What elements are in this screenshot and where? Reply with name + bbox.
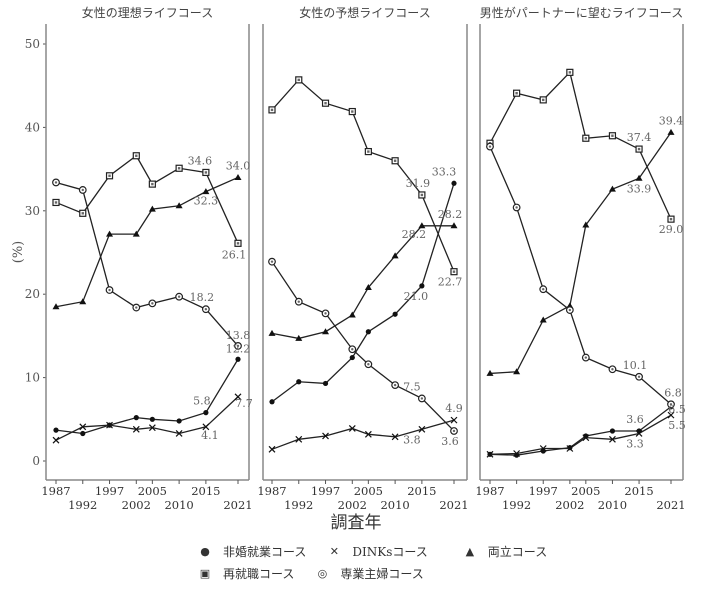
svg-text:29.0: 29.0 (659, 223, 684, 236)
svg-text:37.4: 37.4 (627, 131, 652, 144)
svg-text:2015: 2015 (191, 484, 220, 498)
svg-text:1992: 1992 (284, 498, 313, 512)
svg-text:2002: 2002 (122, 498, 151, 512)
svg-text:1987: 1987 (257, 484, 286, 498)
panel-2: 女性の予想ライフコース19871992199720022005201020152… (257, 5, 468, 512)
legend-item-dot: ● 非婚就業コース (195, 543, 306, 560)
legend-label: 非婚就業コース (223, 544, 307, 559)
svg-text:2005: 2005 (138, 484, 167, 498)
svg-text:1987: 1987 (475, 484, 504, 498)
svg-text:3.3: 3.3 (626, 437, 644, 450)
legend-item-triangle: ▲ 両立コース (460, 543, 548, 560)
dot-marker-icon: ● (200, 544, 210, 558)
svg-text:18.2: 18.2 (190, 291, 215, 304)
svg-text:3.6: 3.6 (441, 435, 459, 448)
svg-text:7.7: 7.7 (235, 397, 253, 410)
svg-text:10.1: 10.1 (623, 359, 648, 372)
x-marker-icon: ✕ (329, 544, 340, 558)
svg-text:34.6: 34.6 (188, 154, 213, 167)
svg-text:12.2: 12.2 (226, 342, 251, 355)
panel-3: 男性がパートナーに望むライフコース19871992199720022005201… (475, 5, 685, 512)
legend-label: 両立コース (487, 544, 548, 559)
svg-text:26.1: 26.1 (222, 248, 247, 261)
svg-text:2021: 2021 (223, 498, 252, 512)
svg-text:5.8: 5.8 (193, 395, 211, 408)
svg-text:4.1: 4.1 (201, 429, 219, 442)
legend-item-square: ▣ 再就職コース (195, 565, 295, 582)
svg-text:2021: 2021 (439, 498, 468, 512)
svg-text:28.2: 28.2 (438, 208, 463, 221)
svg-text:女性の理想ライフコース: 女性の理想ライフコース (82, 5, 213, 20)
svg-text:13.8: 13.8 (226, 329, 251, 342)
svg-text:6.5: 6.5 (668, 403, 686, 416)
svg-text:2005: 2005 (354, 484, 383, 498)
svg-text:2005: 2005 (571, 484, 600, 498)
svg-text:2010: 2010 (380, 498, 409, 512)
svg-text:10: 10 (25, 371, 40, 385)
svg-text:3.6: 3.6 (626, 413, 644, 426)
svg-text:(%): (%) (11, 241, 26, 264)
svg-text:39.4: 39.4 (659, 114, 684, 127)
svg-text:3.8: 3.8 (403, 433, 421, 446)
svg-text:34.0: 34.0 (226, 159, 251, 172)
svg-text:女性の予想ライフコース: 女性の予想ライフコース (299, 5, 430, 20)
legend-item-circle: ◎ 専業主婦コース (312, 565, 424, 582)
legend: ● 非婚就業コース ✕ DINKsコース ▲ 両立コース ▣ 再就職コース ◎ … (195, 540, 575, 584)
svg-text:28.2: 28.2 (402, 228, 427, 241)
svg-text:40: 40 (25, 120, 40, 134)
circle-marker-icon: ◎ (317, 566, 328, 580)
legend-label: DINKsコース (352, 544, 428, 559)
svg-text:1992: 1992 (68, 498, 97, 512)
svg-text:21.0: 21.0 (404, 290, 429, 303)
svg-text:2010: 2010 (164, 498, 193, 512)
svg-text:31.9: 31.9 (406, 177, 431, 190)
legend-label: 再就職コース (223, 566, 295, 581)
legend-label: 専業主婦コース (340, 566, 424, 581)
svg-text:32.3: 32.3 (194, 195, 219, 208)
svg-text:2002: 2002 (338, 498, 367, 512)
svg-text:2015: 2015 (407, 484, 436, 498)
svg-text:5.5: 5.5 (668, 419, 686, 432)
x-axis-label: 調査年 (330, 513, 382, 533)
svg-text:2002: 2002 (555, 498, 584, 512)
svg-text:男性がパートナーに望むライフコース: 男性がパートナーに望むライフコース (480, 5, 683, 20)
svg-text:20: 20 (25, 287, 40, 301)
svg-text:1997: 1997 (529, 484, 558, 498)
svg-text:22.7: 22.7 (438, 276, 463, 289)
square-marker-icon: ▣ (199, 566, 211, 580)
svg-text:1987: 1987 (41, 484, 70, 498)
svg-text:33.3: 33.3 (432, 165, 457, 178)
svg-text:2015: 2015 (624, 484, 653, 498)
svg-text:2010: 2010 (598, 498, 627, 512)
svg-text:50: 50 (25, 37, 40, 51)
svg-text:6.8: 6.8 (664, 386, 682, 399)
panel-1: 女性の理想ライフコース19871992199720022005201020152… (41, 5, 252, 512)
svg-text:4.9: 4.9 (445, 402, 463, 415)
triangle-marker-icon: ▲ (465, 544, 475, 558)
legend-item-x: ✕ DINKsコース (324, 543, 428, 560)
svg-text:30: 30 (25, 204, 40, 218)
svg-text:1997: 1997 (311, 484, 340, 498)
svg-text:2021: 2021 (656, 498, 685, 512)
svg-text:0: 0 (32, 454, 40, 468)
svg-text:7.5: 7.5 (403, 380, 421, 393)
svg-text:33.9: 33.9 (627, 182, 652, 195)
svg-text:1997: 1997 (95, 484, 124, 498)
svg-text:1992: 1992 (502, 498, 531, 512)
